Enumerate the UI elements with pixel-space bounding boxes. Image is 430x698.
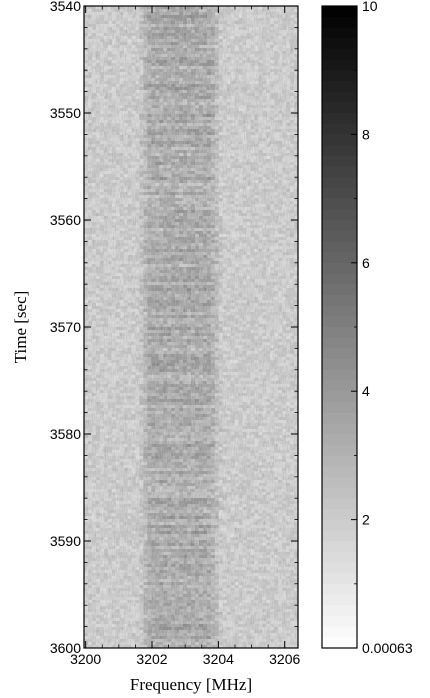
heatmap-plot	[83, 5, 299, 649]
